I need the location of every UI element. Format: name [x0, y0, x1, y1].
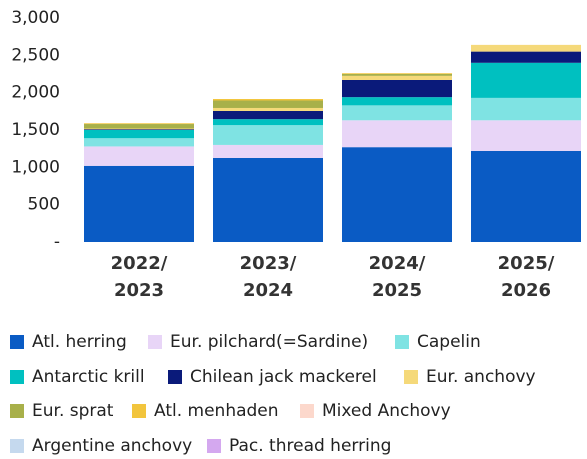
x-tick-label: 2023/ 2024 — [239, 253, 297, 301]
legend-swatch — [10, 439, 24, 453]
legend-swatch — [168, 370, 182, 384]
bar-segment — [84, 123, 194, 125]
legend-label: Atl. herring — [32, 332, 127, 352]
bar-segment — [471, 120, 581, 151]
legend-label: Antarctic krill — [32, 367, 145, 387]
legend-item: Mixed Anchovy — [300, 401, 451, 421]
bar-segment — [213, 125, 323, 145]
y-tick-label: - — [54, 232, 60, 252]
legend-swatch — [10, 370, 24, 384]
bar-segment — [84, 138, 194, 147]
bar-segment — [471, 97, 581, 121]
bar-segment — [342, 73, 452, 74]
legend-label: Eur. sprat — [32, 401, 114, 421]
bar-segment — [342, 147, 452, 242]
legend-swatch — [207, 439, 221, 453]
legend-item: Pac. thread herring — [207, 436, 391, 456]
legend-item: Atl. herring — [10, 332, 127, 352]
legend-label: Argentine anchovy — [32, 436, 193, 456]
bar-segment — [342, 120, 452, 148]
legend-swatch — [10, 335, 24, 349]
y-tick-label: 3,000 — [11, 8, 60, 28]
bar-segment — [342, 105, 452, 121]
legend-item: Eur. sprat — [10, 401, 113, 421]
bar-segment — [471, 51, 581, 63]
legend-label: Capelin — [417, 332, 481, 352]
bar-segment — [84, 129, 194, 130]
legend-swatch — [404, 370, 418, 384]
legend-item: Eur. anchovy — [404, 367, 536, 387]
x-tick-label: 2024/ 2025 — [368, 253, 426, 301]
legend-label: Mixed Anchovy — [322, 401, 451, 421]
chart: - 500 1,000 1,500 2,000 2,500 3,000 — [11, 8, 581, 252]
x-tick-label: 2025/ 2026 — [497, 253, 555, 301]
bar-segment — [213, 99, 323, 101]
bar-segment — [213, 107, 323, 111]
y-tick-label: 500 — [28, 195, 60, 215]
bar-segment — [84, 128, 194, 130]
bar-segment — [213, 158, 323, 242]
legend-label: Pac. thread herring — [229, 436, 392, 456]
bar-segment — [84, 130, 194, 139]
bar-segment — [342, 97, 452, 106]
legend-swatch — [148, 335, 162, 349]
legend-label: Atl. menhaden — [154, 401, 279, 421]
bar-segment — [342, 75, 452, 80]
y-tick-label: 1,000 — [11, 157, 60, 177]
bar-segment — [471, 62, 581, 98]
bar-segment — [213, 144, 323, 158]
legend-swatch — [10, 404, 24, 418]
bar-segment — [84, 124, 194, 129]
legend-item: Chilean jack mackerel — [168, 367, 377, 387]
legend-label: Chilean jack mackerel — [190, 367, 377, 387]
bar-segment — [84, 165, 194, 242]
legend-item: Capelin — [395, 332, 481, 352]
legend-item: Argentine anchovy — [10, 436, 192, 456]
bar-segment — [342, 79, 452, 98]
legend-swatch — [132, 404, 146, 418]
bar-segment — [213, 110, 323, 120]
y-tick-label: 2,500 — [11, 45, 60, 65]
bar-segment — [84, 146, 194, 166]
x-tick-label: 2022/ 2023 — [110, 253, 168, 301]
bar-segment — [213, 100, 323, 108]
y-tick-label: 1,500 — [11, 120, 60, 140]
legend-label: Eur. pilchard(=Sardine) — [170, 332, 369, 352]
legend-label: Eur. anchovy — [426, 367, 536, 387]
bar-segment — [213, 119, 323, 126]
bar-segment — [471, 150, 581, 242]
legend-swatch — [300, 404, 314, 418]
legend-item: Atl. menhaden — [132, 401, 279, 421]
bar-segment — [471, 44, 581, 52]
legend-swatch — [395, 335, 409, 349]
legend-item: Antarctic krill — [10, 367, 145, 387]
bar-segment — [342, 74, 452, 76]
y-tick-label: 2,000 — [11, 83, 60, 103]
legend-item: Eur. pilchard(=Sardine) — [148, 332, 368, 352]
